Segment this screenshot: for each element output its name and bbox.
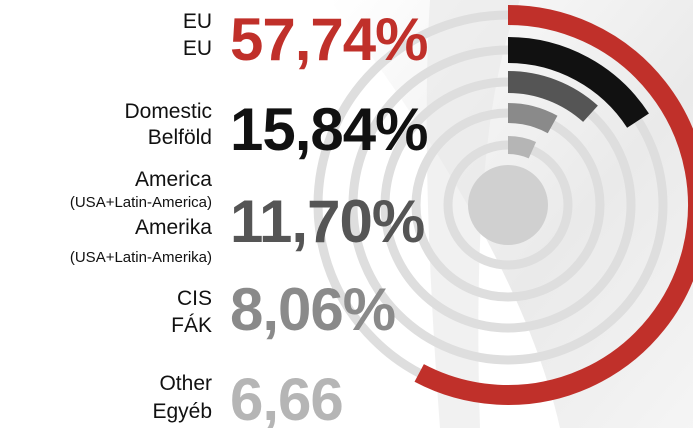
category-label: Other bbox=[159, 372, 212, 395]
category-label: EU bbox=[183, 10, 212, 33]
category-label: Belföld bbox=[148, 126, 212, 149]
value-label: 11,70% bbox=[230, 188, 424, 255]
category-label: Egyéb bbox=[152, 400, 212, 423]
ring-bar bbox=[507, 103, 558, 134]
category-label: EU bbox=[183, 37, 212, 60]
ring-bar bbox=[507, 71, 598, 123]
center-disc bbox=[468, 165, 548, 245]
category-label: FÁK bbox=[171, 314, 212, 337]
category-label: CIS bbox=[177, 287, 212, 310]
value-label: 15,84% bbox=[230, 96, 428, 163]
category-label: Domestic bbox=[124, 100, 212, 123]
value-label: 57,74% bbox=[230, 6, 428, 73]
value-label: 6,66 bbox=[230, 366, 343, 428]
category-label: America bbox=[135, 168, 212, 191]
category-label: (USA+Latin-America) bbox=[70, 194, 212, 211]
labels: 57,74% EU EU 15,84% Domestic Belföld 11,70% Ame… bbox=[70, 6, 429, 428]
ring-bar bbox=[507, 136, 537, 159]
category-label: Amerika bbox=[135, 216, 212, 239]
ring-bar bbox=[414, 5, 693, 405]
rings bbox=[313, 5, 693, 405]
value-label: 8,06% bbox=[230, 276, 395, 343]
ring-bar bbox=[507, 37, 649, 128]
category-label: (USA+Latin-Amerika) bbox=[70, 249, 212, 266]
